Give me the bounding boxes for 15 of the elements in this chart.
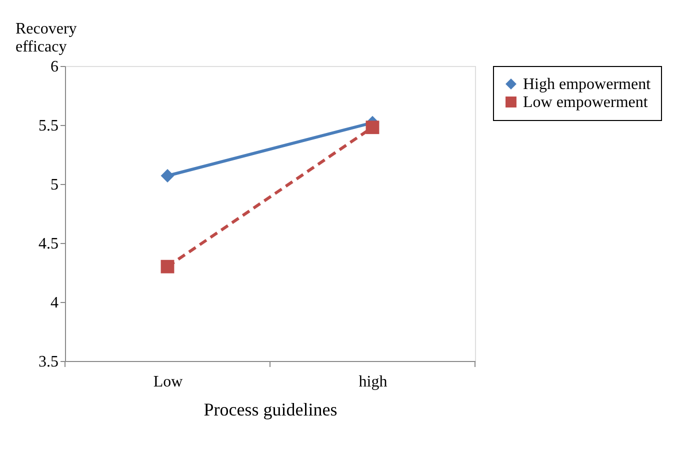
y-tick-label: 4: [50, 294, 58, 312]
y-tick-label: 4.5: [38, 236, 58, 252]
x-tick-label: Low: [153, 374, 184, 390]
point: [160, 169, 174, 182]
y-tick-label: 5.5: [38, 118, 58, 134]
x-tick-label: high: [358, 374, 388, 390]
point: [160, 260, 174, 274]
y-axis-title: Recovery efficacy: [16, 20, 77, 56]
point: [366, 120, 380, 134]
y-tick-label: 5: [50, 176, 58, 194]
x-axis-title: Process guidelines: [204, 400, 338, 420]
y-tick-label: 6: [50, 58, 58, 76]
legend-label: High empowerment: [523, 76, 652, 93]
legend-label: Low empowerment: [523, 94, 648, 111]
y-tick-label: 3.5: [38, 354, 58, 370]
